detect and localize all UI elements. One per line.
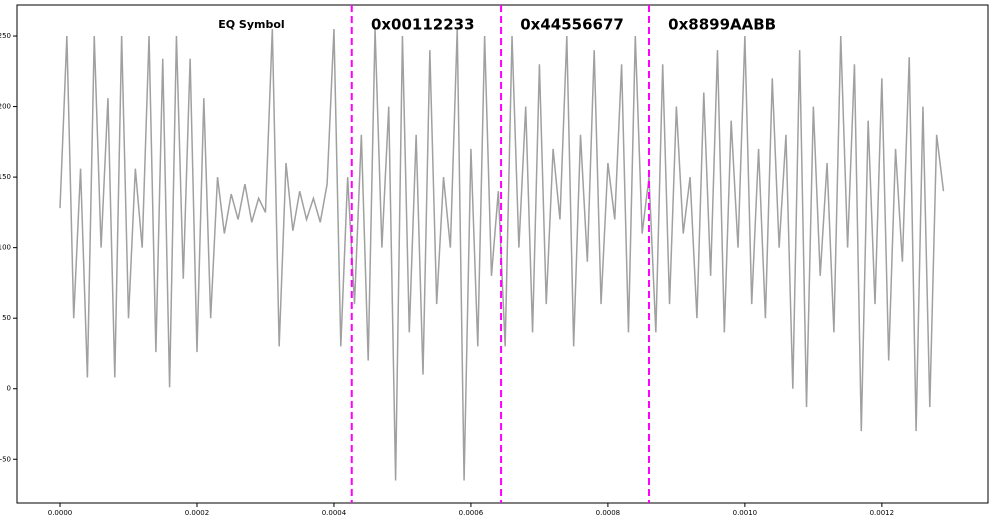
x-tick-label: 0.0002 <box>185 509 210 517</box>
annotation: 0x44556677 <box>520 15 624 33</box>
x-tick-label: 0.0008 <box>596 509 621 517</box>
plot-frame <box>16 4 989 504</box>
y-tick-label: 200 <box>0 103 11 111</box>
y-tick-label: 50 <box>2 314 11 322</box>
x-tick-label: 0.0004 <box>322 509 347 517</box>
x-tick-label: 0.0006 <box>459 509 484 517</box>
y-tick-label: 0 <box>7 385 11 393</box>
y-tick-label: 150 <box>0 173 11 181</box>
x-tick-label: 0.0010 <box>733 509 758 517</box>
y-tick-label: 250 <box>0 32 11 40</box>
annotation: EQ Symbol <box>218 18 284 31</box>
y-tick-label: 100 <box>0 244 11 252</box>
annotation: 0x00112233 <box>371 15 475 33</box>
x-tick-label: 0.0012 <box>870 509 895 517</box>
annotation: 0x8899AABB <box>668 15 776 33</box>
y-tick-label: -50 <box>0 455 11 463</box>
x-tick-label: 0.0000 <box>48 509 73 517</box>
signal-line <box>59 28 945 481</box>
